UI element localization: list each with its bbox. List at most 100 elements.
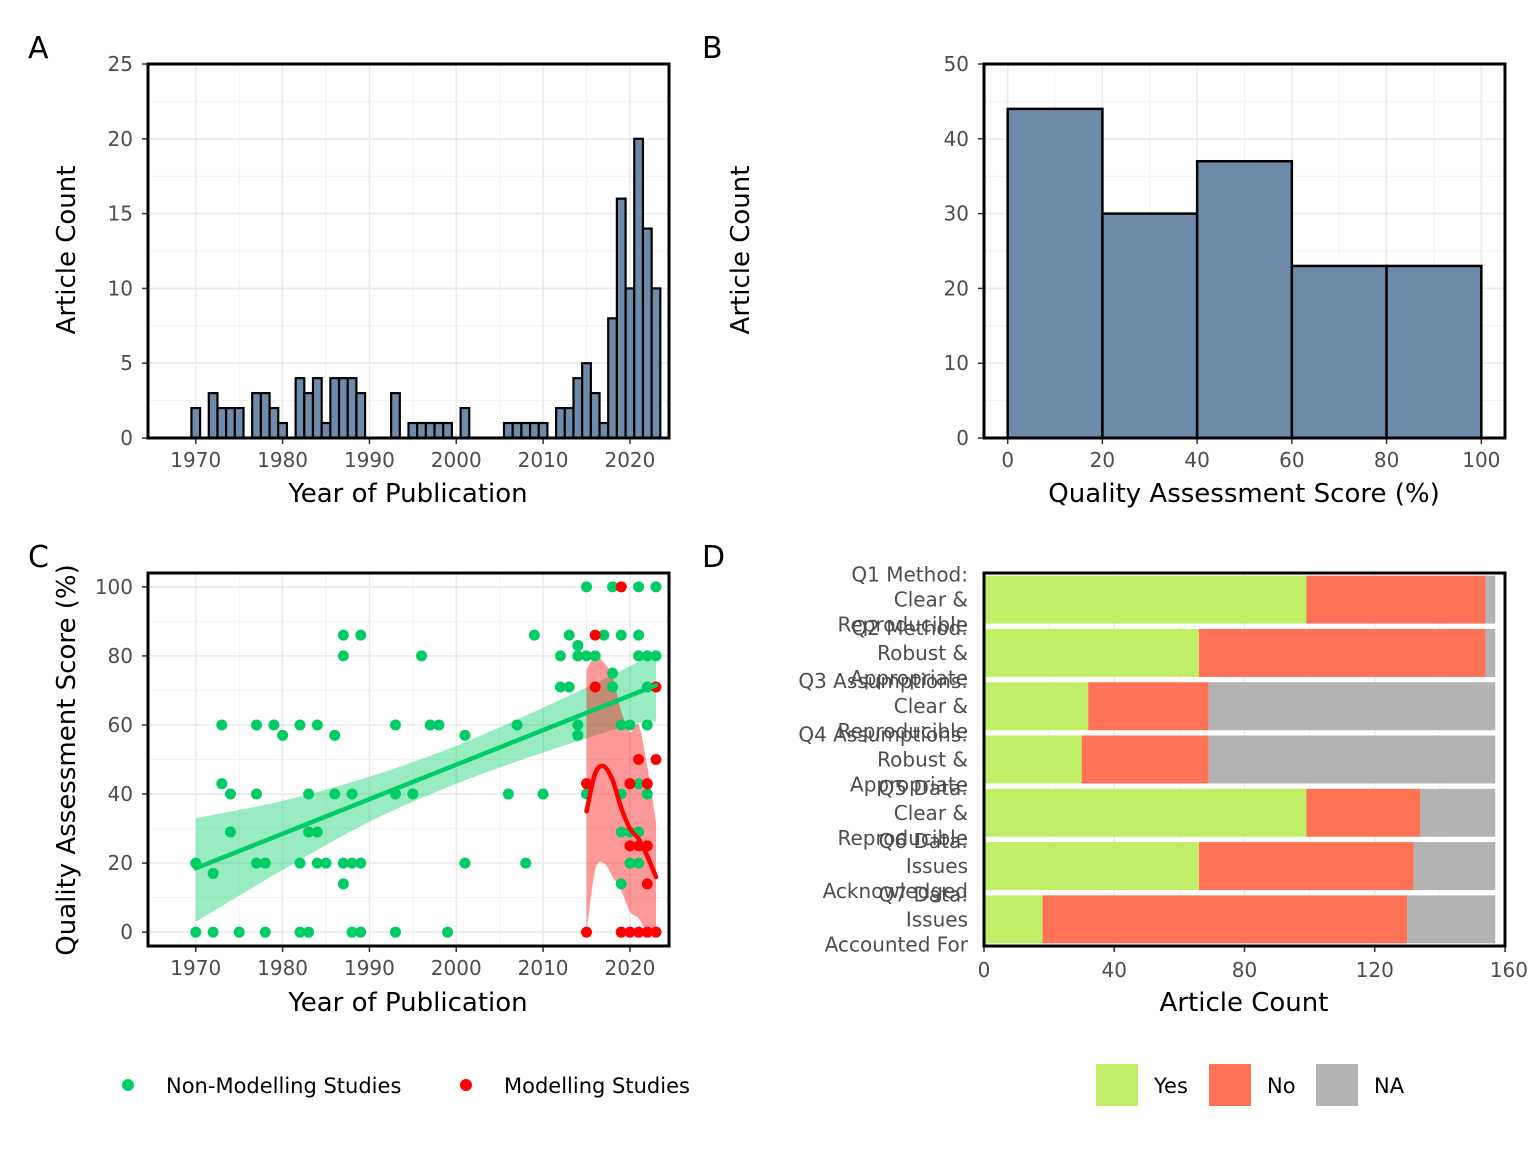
panel-c-point	[346, 857, 358, 869]
panel-c-legend-label: Non-Modelling Studies	[166, 1074, 401, 1098]
panel-d-bar-segment	[1306, 575, 1486, 624]
panel-b-x-tick-label: 20	[1090, 448, 1115, 472]
panel-b-x-tick-label: 0	[1001, 448, 1014, 472]
panel-a-bar	[190, 406, 202, 440]
panel-c-letter: C	[28, 540, 49, 575]
panel-c-frame	[146, 571, 671, 948]
panel-c-y-tick-label: 20	[108, 851, 133, 875]
panel-c-y-axis-title: Quality Assessment Score (%)	[52, 564, 82, 955]
panel-c-point	[607, 581, 619, 593]
panel-c-point	[329, 729, 341, 741]
panel-a-bar	[311, 377, 323, 440]
panel-a-bar	[337, 377, 349, 440]
panel-a-bar	[581, 362, 592, 440]
panel-c-y-tick-label: 40	[108, 782, 133, 806]
panel-c-legend-key	[460, 1079, 472, 1091]
panel-c-point	[650, 581, 662, 593]
panel-a-y-ticks: 0 5 10 15 20 25	[108, 52, 148, 450]
panel-d-legend-key	[1209, 1064, 1251, 1106]
panel-d-category-label: Robust &	[877, 641, 968, 665]
panel-c-point	[224, 788, 236, 800]
panel-c-point	[294, 926, 306, 938]
panel-d-category-label: Accounted For	[825, 932, 969, 956]
panel-c-point	[277, 729, 289, 741]
panel-c-fit-line	[193, 682, 659, 871]
panel-d-bar-segment	[1407, 895, 1496, 944]
panel-c-point	[633, 857, 645, 869]
panel-d-bar-segment	[984, 628, 1199, 677]
panel-c-point	[459, 857, 471, 869]
panel-d-x-tick-label: 160	[1490, 958, 1528, 982]
panel-d-bar-segment	[1198, 842, 1414, 891]
panel-c-y-tick-label: 0	[120, 920, 133, 944]
panel-c-point	[511, 719, 523, 731]
panel-c-point	[641, 719, 653, 731]
panel-d-legend-label: Yes	[1153, 1074, 1188, 1098]
panel-c-point	[303, 826, 315, 838]
panel-c-point	[251, 719, 263, 731]
panel-d-bar-segment	[984, 842, 1199, 891]
panel-c-point	[615, 629, 627, 641]
panel-c-point	[615, 581, 627, 593]
panel-c-x-tick-label: 2020	[604, 956, 655, 980]
panel-b: 0 20 40 60 80 100 0 10 20 30 40 50 Quality Assessm…	[702, 31, 1505, 509]
panel-c-point	[407, 788, 419, 800]
panel-d-category-label: Clear &	[894, 694, 968, 718]
panel-c-legend-label: Modelling Studies	[504, 1074, 690, 1098]
panel-c-x-tick-label: 1980	[257, 956, 308, 980]
panel-c-point	[633, 650, 645, 662]
panel-a-x-tick-label: 1980	[257, 448, 308, 472]
panel-a-bar	[555, 406, 566, 440]
panel-c-point	[251, 857, 263, 869]
panel-d-x-tick-label: 80	[1232, 958, 1257, 982]
panel-b-y-tick-label: 20	[944, 276, 969, 300]
panel-b-y-tick-label: 10	[944, 351, 969, 375]
panel-a-frame	[146, 62, 671, 440]
panel-c-point	[615, 878, 627, 890]
panel-d-bar-segment	[1420, 788, 1496, 837]
panel-a-bar	[346, 377, 358, 440]
panel-c-y-tick-label: 60	[108, 713, 133, 737]
panel-d-x-tick-label: 120	[1356, 958, 1394, 982]
panel-c-fit-lines	[193, 682, 659, 880]
panel-d-category-label: Clear &	[894, 588, 968, 612]
panel-b-x-tick-label: 80	[1374, 448, 1399, 472]
panel-d-letter: D	[702, 540, 725, 575]
panel-a-bar	[615, 197, 627, 440]
panel-c-point	[598, 629, 610, 641]
panel-c-point	[554, 650, 566, 662]
panel-d-bar-segment	[1198, 628, 1486, 677]
panel-c-point	[563, 681, 575, 693]
panel-c-point	[337, 878, 349, 890]
panel-c-point	[337, 857, 349, 869]
panel-a-y-tick-label: 15	[108, 202, 133, 226]
panel-a-x-tick-label: 2000	[431, 448, 482, 472]
panel-d-legend-key	[1316, 1064, 1358, 1106]
panel-c-point	[554, 681, 566, 693]
panel-b-bar	[1385, 264, 1483, 440]
panel-b-x-ticks: 0 20 40 60 80 100	[1001, 438, 1500, 472]
panel-d-category-label: Reproducible	[838, 826, 969, 850]
panel-a-y-tick-label: 5	[120, 351, 133, 375]
panel-a-bar	[433, 421, 445, 440]
panel-a-bar	[528, 421, 540, 440]
panel-d-x-tick-label: 0	[978, 958, 991, 982]
panel-c-point	[337, 629, 349, 641]
panel-c-x-tick-label: 1970	[170, 956, 221, 980]
panel-a-x-axis-title: Year of Publication	[287, 479, 527, 509]
panel-a-bar	[268, 406, 280, 440]
panel-a-bar	[607, 317, 619, 440]
panel-a-bar	[520, 421, 532, 440]
panel-a-y-tick-label: 10	[108, 276, 133, 300]
panel-d-legend-key	[1096, 1064, 1138, 1106]
panel-b-x-axis-title: Quality Assessment Score (%)	[1048, 479, 1439, 509]
panel-a-letter: A	[28, 31, 49, 66]
panel-a-bar	[589, 392, 601, 440]
panel-a-bar	[598, 421, 610, 440]
panel-c-point	[424, 719, 436, 731]
panel-c-point	[641, 926, 653, 938]
panel-c-point	[589, 650, 601, 662]
panel-c-point	[224, 826, 236, 838]
panel-c-point	[581, 778, 593, 790]
